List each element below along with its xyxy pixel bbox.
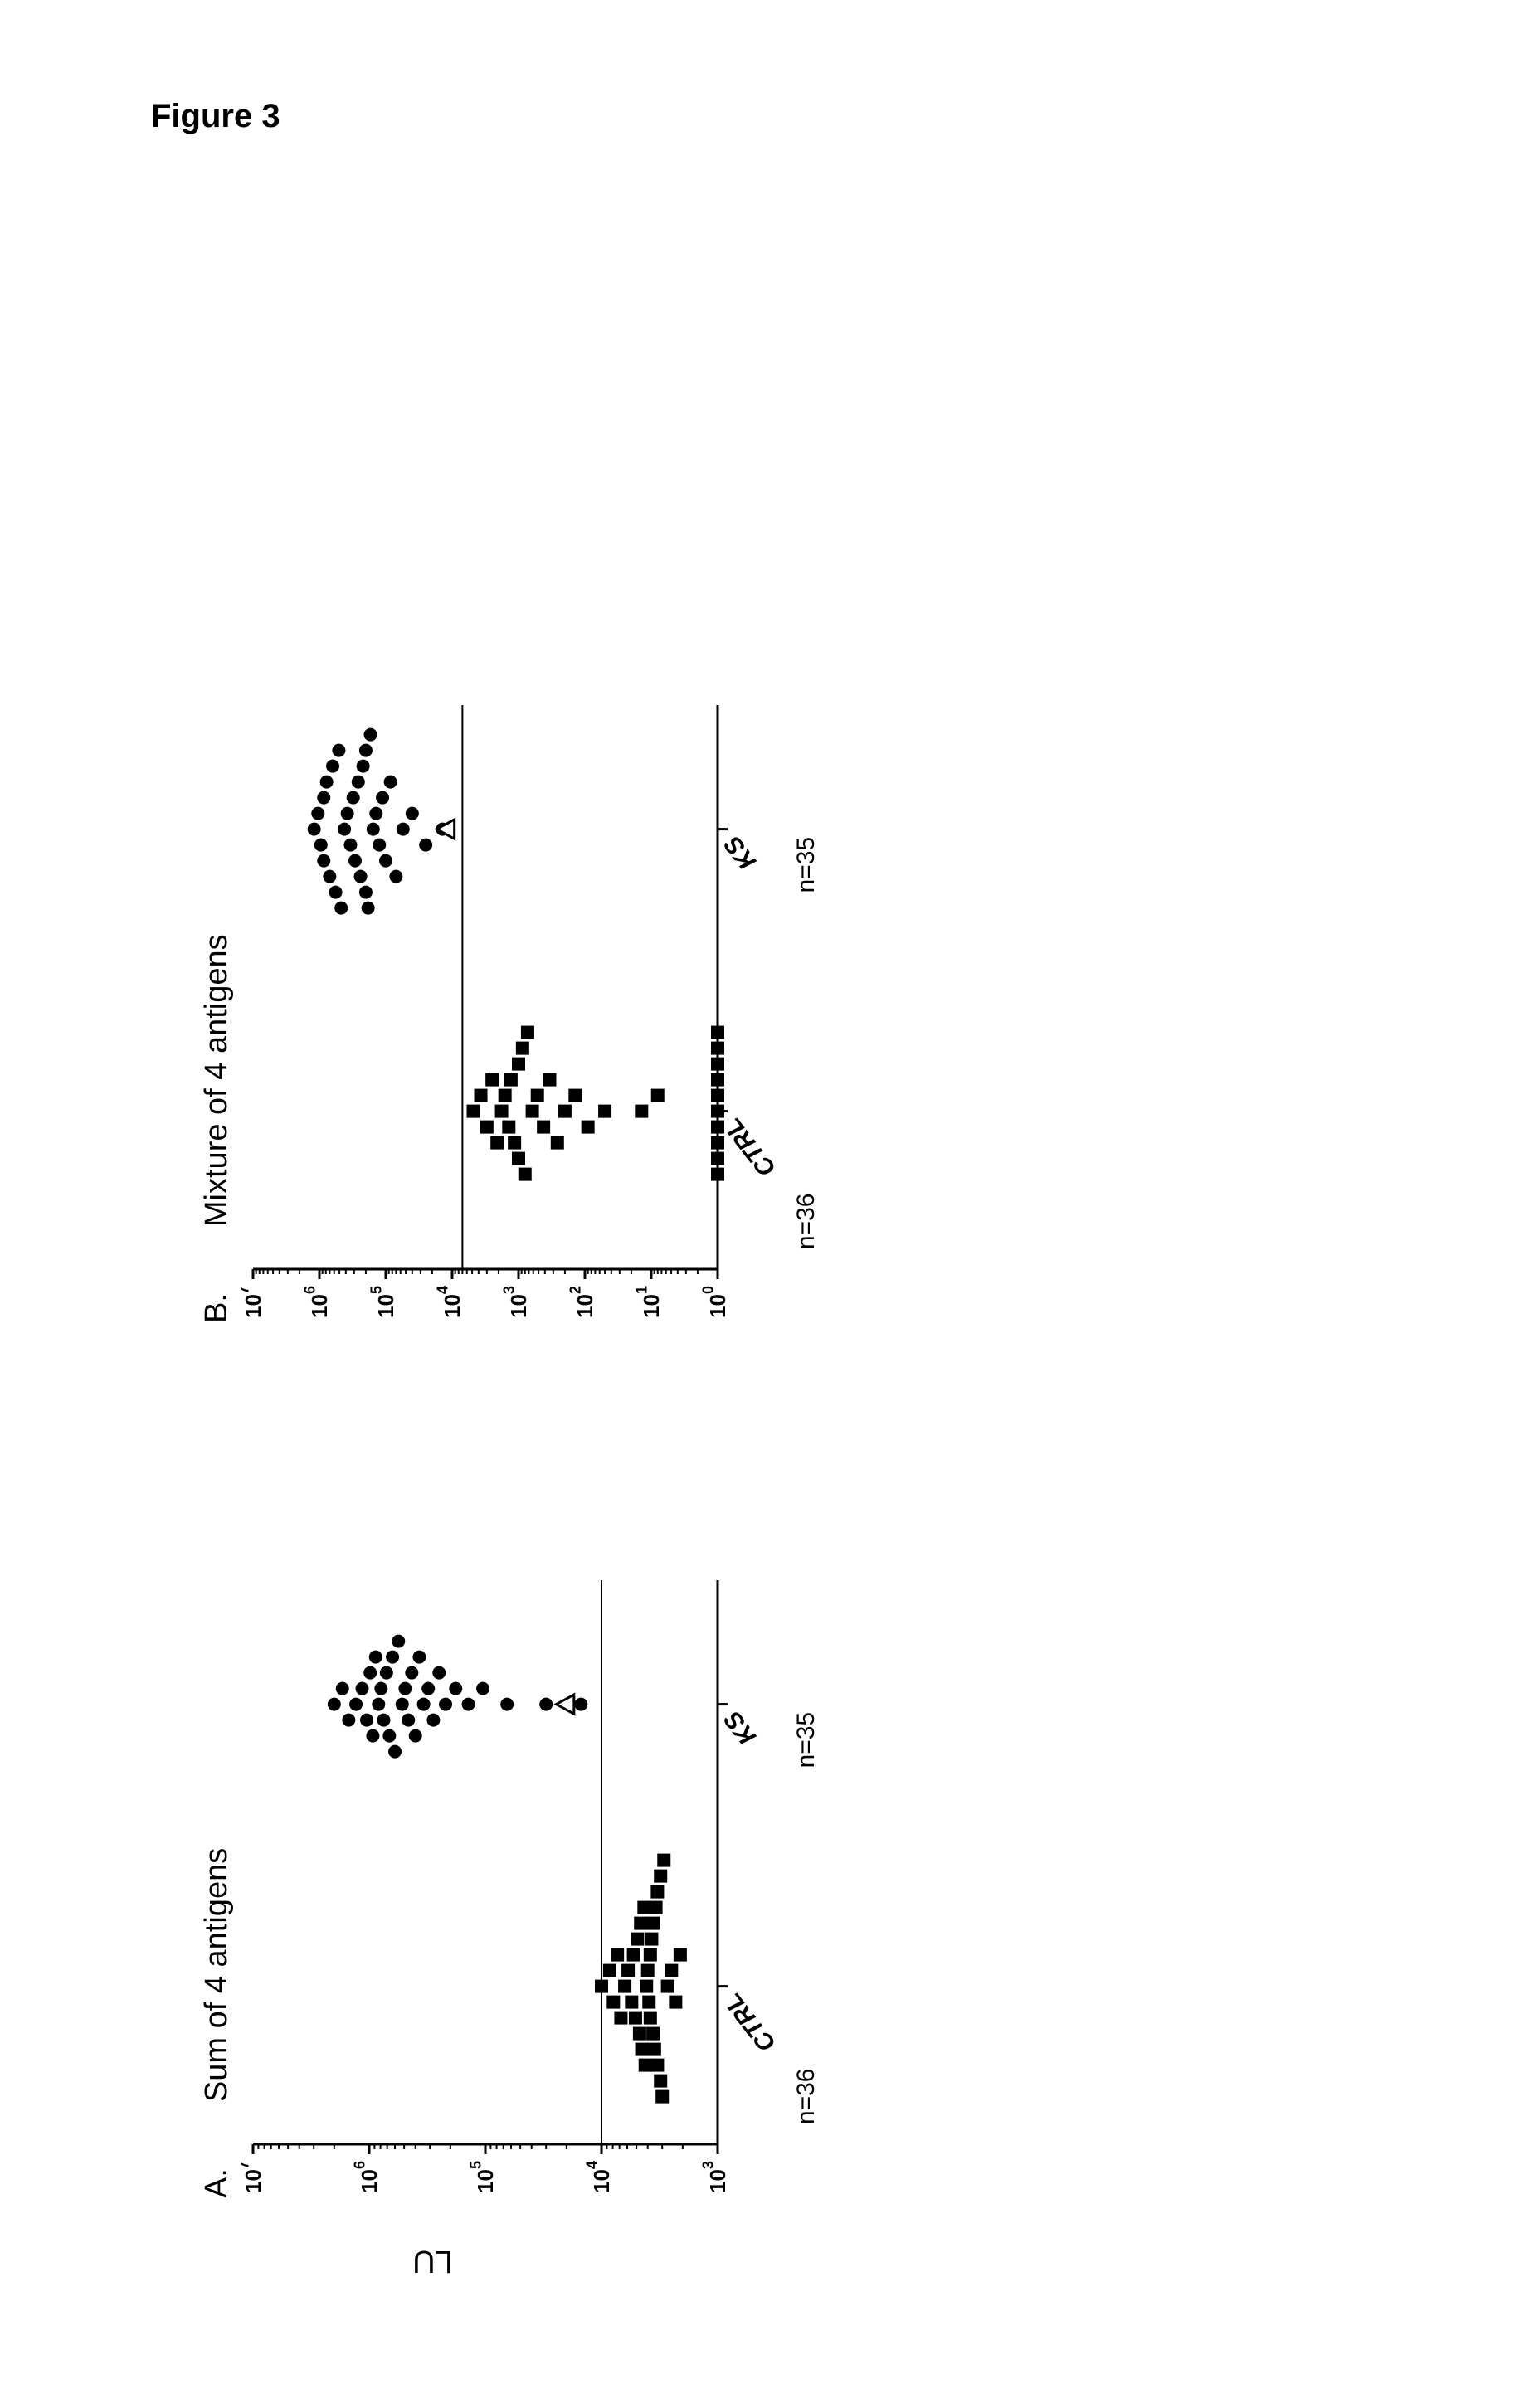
figure-label: Figure 3 — [151, 98, 280, 135]
panel-a-plot: 103 104 105 106 107 CTRL KS — [241, 1564, 787, 2223]
svg-text:105: 105 — [368, 1286, 398, 1318]
panel-b-title: Mixture of 4 antigens — [199, 934, 235, 1227]
svg-text:103: 103 — [700, 2161, 730, 2193]
panel-b-letter: B. — [199, 1293, 235, 1323]
panel-b-plot: 100 101 102 103 104 105 106 107 CTRL KS — [241, 688, 787, 1348]
svg-text:106: 106 — [352, 2161, 382, 2193]
rotated-panel-group: LU A. Sum of 4 antigens 103104105106107C… — [199, 688, 821, 2223]
svg-text:107: 107 — [241, 1286, 265, 1318]
svg-text:KS: KS — [719, 1705, 762, 1749]
svg-text:101: 101 — [634, 1286, 664, 1318]
panel-a: A. Sum of 4 antigens 103 104 105 106 107 CTRL… — [199, 1564, 821, 2223]
y-axis-label: LU — [412, 2244, 453, 2279]
panel-a-title: Sum of 4 antigens — [199, 1848, 235, 2102]
svg-text:102: 102 — [567, 1286, 597, 1318]
svg-text:CTRL: CTRL — [719, 1112, 782, 1181]
svg-text:107: 107 — [241, 2161, 265, 2193]
svg-text:105: 105 — [468, 2161, 498, 2193]
panel-a-letter: A. — [199, 2168, 235, 2198]
svg-text:106: 106 — [302, 1286, 332, 1318]
panel-a-ks-n: n=35 — [792, 1661, 821, 1819]
panel-a-ctrl-n: n=36 — [792, 2017, 821, 2175]
svg-text:103: 103 — [501, 1286, 531, 1318]
page: Figure 3 LU A. Sum of 4 antigens 1031041… — [0, 0, 1534, 2408]
svg-text:104: 104 — [584, 2161, 614, 2193]
panel-b: B. Mixture of 4 antigens 100 101 102 103 104… — [199, 688, 821, 1348]
panel-b-ks-n: n=35 — [792, 786, 821, 944]
svg-text:KS: KS — [719, 830, 762, 874]
svg-text:100: 100 — [700, 1286, 730, 1318]
svg-text:104: 104 — [435, 1286, 465, 1318]
panel-b-ctrl-n: n=36 — [792, 1142, 821, 1300]
svg-text:CTRL: CTRL — [719, 1987, 782, 2056]
